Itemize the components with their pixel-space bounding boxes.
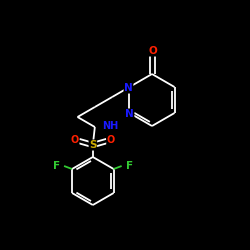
Text: S: S bbox=[89, 140, 96, 150]
Text: O: O bbox=[148, 46, 158, 56]
Text: N: N bbox=[125, 109, 134, 119]
Text: O: O bbox=[107, 135, 115, 145]
Text: N: N bbox=[124, 83, 133, 93]
Text: O: O bbox=[71, 135, 79, 145]
Text: NH: NH bbox=[102, 121, 118, 131]
Text: F: F bbox=[126, 161, 133, 171]
Text: F: F bbox=[53, 161, 60, 171]
